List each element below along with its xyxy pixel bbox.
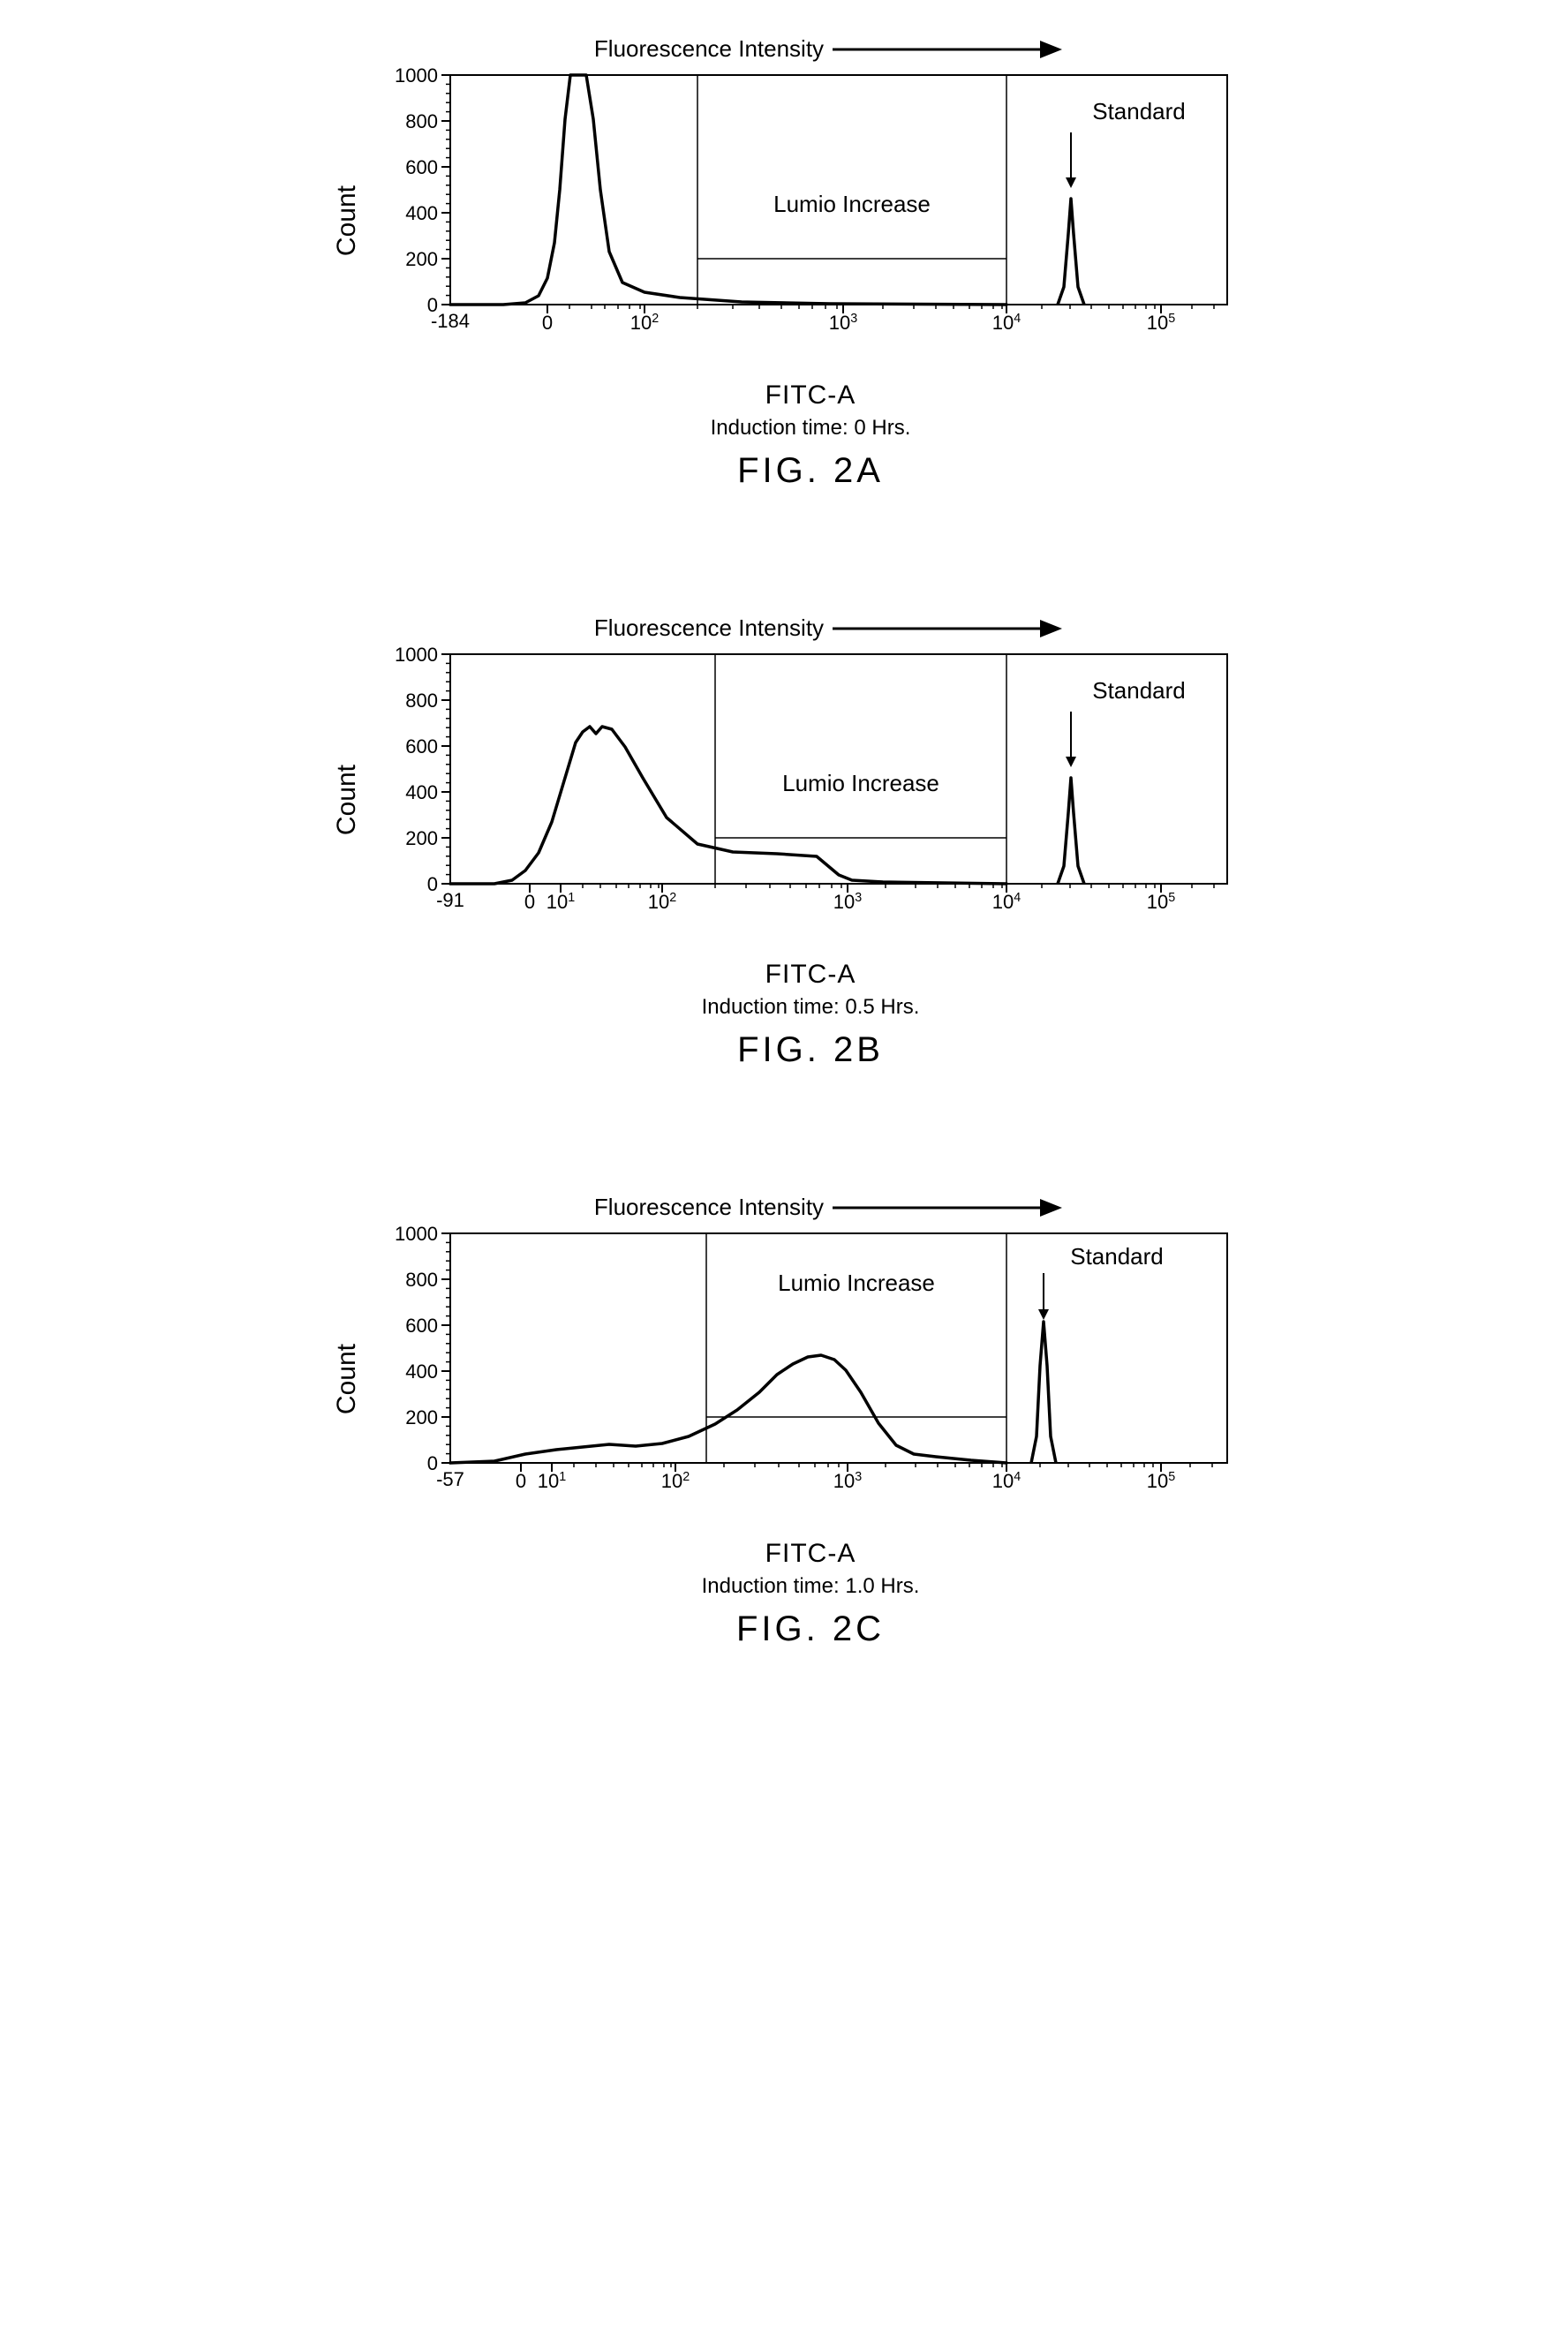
arrow-right-icon [833,36,1062,63]
svg-text:102: 102 [630,312,659,334]
svg-text:200: 200 [405,248,438,270]
svg-text:104: 104 [992,891,1021,913]
histogram-panel: Fluorescence Intensity Count 0 200 400 600 800… [254,35,1314,491]
y-axis-label: Count [332,765,362,835]
svg-text:600: 600 [405,735,438,757]
svg-text:104: 104 [992,312,1021,334]
svg-text:1000: 1000 [395,1225,438,1245]
svg-text:102: 102 [661,1470,690,1492]
gate-label: Lumio Increase [773,191,931,217]
svg-text:104: 104 [992,1470,1021,1492]
svg-text:400: 400 [405,1360,438,1383]
flow-cytometry-histogram: 02004006008001000-1840102103104105Lumio … [371,66,1236,375]
x-axis-label: FITC-A [765,381,856,411]
svg-text:-184: -184 [431,310,470,332]
x-axis-label: FITC-A [765,960,856,990]
svg-text:600: 600 [405,156,438,178]
svg-text:105: 105 [1147,1470,1175,1492]
svg-text:800: 800 [405,110,438,132]
fluorescence-intensity-label: Fluorescence Intensity [594,614,824,642]
svg-text:-91: -91 [436,889,464,911]
induction-time-caption: Induction time: 0.5 Hrs. [702,995,920,1020]
svg-text:1000: 1000 [395,645,438,666]
svg-text:103: 103 [833,1470,862,1492]
fluorescence-intensity-label-row: Fluorescence Intensity [594,1194,1062,1221]
svg-text:105: 105 [1147,312,1175,334]
induction-time-caption: Induction time: 0 Hrs. [711,416,911,441]
svg-text:102: 102 [648,891,676,913]
y-axis-label: Count [332,185,362,256]
y-axis-label: Count [332,1344,362,1414]
svg-text:800: 800 [405,690,438,712]
flow-cytometry-histogram: 02004006008001000-910101102103104105Lumi… [371,645,1236,954]
svg-text:0: 0 [524,891,535,913]
svg-text:103: 103 [833,891,862,913]
figure-caption: FIG. 2A [737,451,884,491]
svg-text:400: 400 [405,202,438,224]
induction-time-caption: Induction time: 1.0 Hrs. [702,1574,920,1599]
gate-label: Lumio Increase [782,770,939,796]
svg-text:101: 101 [547,891,575,913]
fluorescence-intensity-label: Fluorescence Intensity [594,1194,824,1221]
fluorescence-intensity-label-row: Fluorescence Intensity [594,614,1062,642]
svg-text:800: 800 [405,1269,438,1291]
svg-text:101: 101 [538,1470,566,1492]
svg-text:105: 105 [1147,891,1175,913]
svg-text:400: 400 [405,781,438,803]
svg-text:0: 0 [542,312,553,334]
fluorescence-intensity-label: Fluorescence Intensity [594,35,824,63]
x-axis-label: FITC-A [765,1539,856,1569]
fluorescence-intensity-label-row: Fluorescence Intensity [594,35,1062,63]
svg-text:0: 0 [516,1470,526,1492]
arrow-right-icon [833,1195,1062,1221]
standard-label: Standard [1070,1243,1164,1270]
histogram-panel: Fluorescence Intensity Count 0 200 400 600 800… [254,614,1314,1070]
standard-label: Standard [1092,98,1186,124]
gate-label: Lumio Increase [778,1270,935,1296]
svg-text:200: 200 [405,827,438,849]
flow-cytometry-histogram: 02004006008001000-570101102103104105Lumi… [371,1225,1236,1534]
svg-text:200: 200 [405,1406,438,1428]
standard-label: Standard [1092,677,1186,704]
arrow-right-icon [833,615,1062,642]
svg-text:1000: 1000 [395,66,438,87]
svg-text:-57: -57 [436,1468,464,1490]
svg-text:600: 600 [405,1315,438,1337]
svg-text:103: 103 [829,312,857,334]
histogram-panel: Fluorescence Intensity Count 0 200 400 600 800… [254,1194,1314,1649]
figure-caption: FIG. 2C [736,1609,885,1649]
figure-caption: FIG. 2B [737,1030,884,1070]
